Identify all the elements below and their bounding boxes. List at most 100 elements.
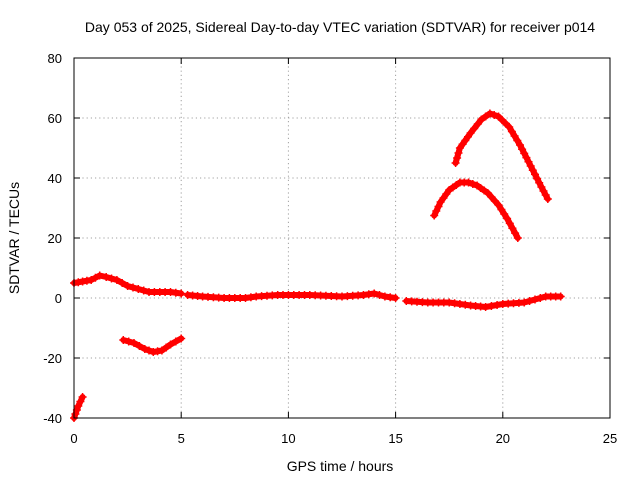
data-point <box>246 293 255 302</box>
data-point <box>145 346 153 355</box>
data-point <box>487 193 496 201</box>
x-tick-label: 20 <box>496 431 510 446</box>
y-tick-label: -20 <box>43 351 62 366</box>
data-point <box>129 283 137 292</box>
data-point <box>74 402 83 410</box>
grid <box>74 58 610 418</box>
data-point <box>112 276 121 284</box>
data-point <box>454 149 463 157</box>
data-point <box>487 302 496 310</box>
data-point <box>497 205 506 214</box>
data-point <box>140 345 149 353</box>
data-point <box>536 294 545 302</box>
x-tick-label: 25 <box>603 431 617 446</box>
series-segment-main-2 <box>183 289 400 302</box>
data-point <box>466 129 475 137</box>
data-point <box>494 112 503 121</box>
y-tick-label: -40 <box>43 411 62 426</box>
data-point <box>445 298 454 307</box>
data-point <box>82 276 91 285</box>
data-point <box>468 180 477 188</box>
data-point <box>71 410 80 418</box>
data-point <box>520 149 529 158</box>
data-point <box>166 340 175 349</box>
chart-title: Day 053 of 2025, Sidereal Day-to-day VTE… <box>85 19 595 35</box>
data-point <box>524 157 533 166</box>
data-point <box>510 132 519 140</box>
data-point <box>556 292 565 301</box>
x-tick-label: 10 <box>281 431 295 446</box>
data-point <box>432 207 441 215</box>
x-tick-label: 5 <box>178 431 185 446</box>
series-layer <box>70 109 565 422</box>
data-point <box>364 290 373 299</box>
data-point <box>531 170 539 179</box>
data-point <box>375 291 384 299</box>
data-point <box>507 127 516 136</box>
data-point <box>87 276 96 284</box>
data-point <box>74 278 83 287</box>
data-point <box>177 289 186 298</box>
data-point <box>153 347 162 356</box>
data-point <box>123 282 132 290</box>
series-segment-arc-lower <box>430 178 522 242</box>
data-point <box>470 124 479 133</box>
data-point <box>493 301 502 309</box>
data-point <box>171 337 180 346</box>
data-point <box>430 211 439 220</box>
data-point <box>531 295 539 304</box>
data-point <box>513 136 522 145</box>
data-point <box>102 273 111 281</box>
data-point <box>503 214 512 223</box>
data-point <box>508 224 517 233</box>
data-point <box>505 123 514 131</box>
data-point <box>505 219 514 228</box>
data-point <box>455 300 464 308</box>
y-tick-label: 20 <box>48 231 62 246</box>
data-point <box>162 343 171 352</box>
data-point <box>95 271 104 280</box>
data-point <box>464 178 473 187</box>
data-point <box>481 112 490 121</box>
data-point <box>124 337 133 346</box>
data-point <box>483 189 492 197</box>
data-point <box>391 294 400 302</box>
series-segment-main-1 <box>70 271 186 298</box>
data-point <box>434 202 443 211</box>
data-point <box>501 119 510 128</box>
data-point <box>533 174 542 183</box>
data-point <box>135 342 144 350</box>
data-point <box>522 153 531 162</box>
data-point <box>526 162 535 170</box>
series-band <box>452 110 551 202</box>
data-point <box>525 297 534 305</box>
y-tick-label: 40 <box>48 171 62 186</box>
data-point <box>157 346 166 355</box>
data-point <box>485 109 494 118</box>
data-point <box>107 274 116 283</box>
data-point <box>511 229 520 238</box>
data-point <box>481 303 490 311</box>
data-point <box>528 166 537 175</box>
series-segment-start <box>70 393 87 422</box>
data-point <box>494 201 503 209</box>
data-point <box>91 273 100 282</box>
data-point <box>139 286 148 295</box>
data-point <box>490 111 499 119</box>
data-point <box>451 159 460 167</box>
x-axis-label: GPS time / hours <box>287 458 394 474</box>
data-point <box>490 197 499 205</box>
x-tick-label: 15 <box>388 431 402 446</box>
series-segment-dip <box>119 334 186 356</box>
series-segment-main-3 <box>402 292 565 311</box>
data-point <box>380 292 389 301</box>
data-point <box>520 298 529 307</box>
data-point <box>500 210 509 218</box>
data-point <box>370 289 379 298</box>
data-point <box>78 393 87 401</box>
y-tick-label: 0 <box>55 291 62 306</box>
data-point <box>166 288 175 296</box>
data-point <box>498 116 507 124</box>
x-tick-label: 0 <box>70 431 77 446</box>
